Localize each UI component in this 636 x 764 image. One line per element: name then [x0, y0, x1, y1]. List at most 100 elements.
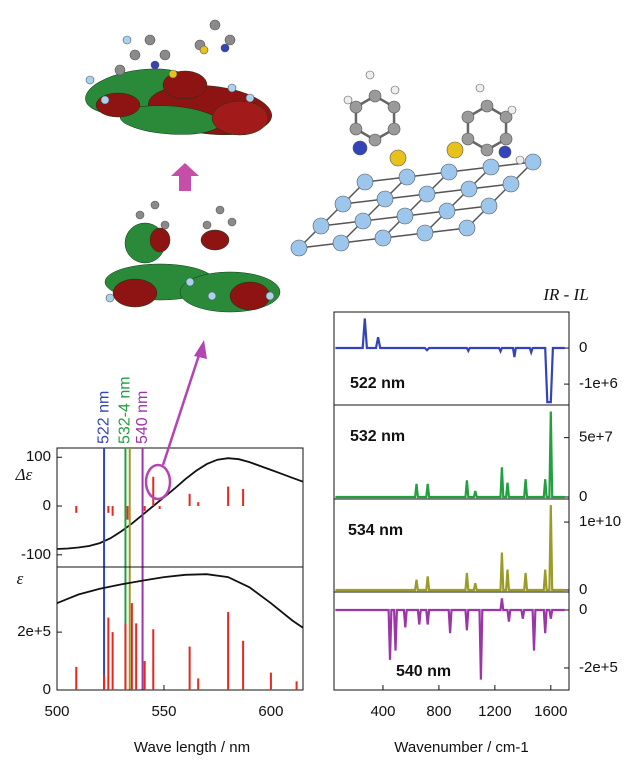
atom: [369, 134, 381, 146]
atom: [151, 201, 159, 209]
x-tick-label: 600: [258, 703, 283, 720]
atom: [481, 198, 497, 214]
atom: [333, 235, 349, 251]
orbital-lobe: [201, 230, 229, 250]
atom: [291, 240, 307, 256]
atom: [462, 133, 474, 145]
y-tick-label: 1e+10: [579, 513, 621, 530]
marker-label: 532-4 nm: [117, 376, 134, 444]
plot-frame: [334, 499, 569, 592]
atom: [313, 218, 329, 234]
ring-bonds: [356, 96, 394, 140]
atom: [130, 50, 140, 60]
x-tick-label: 550: [151, 703, 176, 720]
y-axis-title: ε: [17, 569, 24, 588]
y-tick-label: 0: [43, 681, 51, 698]
atom: [441, 164, 457, 180]
atom: [483, 159, 499, 175]
y-axis-title: IR - IL: [542, 285, 588, 304]
atom: [86, 76, 94, 84]
spectrum-line: [335, 505, 564, 590]
atom: [459, 220, 475, 236]
atom: [357, 174, 373, 190]
atom: [225, 35, 235, 45]
x-tick-label: 500: [44, 703, 69, 720]
atom: [221, 44, 229, 52]
atom: [525, 154, 541, 170]
atom: [123, 36, 131, 44]
atom: [169, 70, 177, 78]
atom: [500, 133, 512, 145]
arrow-shaft: [179, 175, 191, 191]
atom: [439, 203, 455, 219]
atom: [476, 84, 484, 92]
y-tick-label: 0: [43, 497, 51, 514]
atom: [151, 61, 159, 69]
atom: [369, 90, 381, 102]
orbital-lobe: [212, 101, 268, 135]
x-axis-title: Wavenumber / cm-1: [394, 739, 528, 756]
y-tick-label: 5e+7: [579, 429, 613, 446]
atom: [228, 218, 236, 226]
atom: [228, 84, 236, 92]
spectrum-line: [57, 574, 303, 628]
ring-bonds: [468, 106, 506, 150]
atom: [462, 111, 474, 123]
atom: [503, 176, 519, 192]
y-axis-title: Δε: [15, 465, 33, 484]
y-tick-label: 0: [579, 488, 587, 505]
atom: [481, 144, 493, 156]
atom: [388, 101, 400, 113]
x-tick-label: 1600: [534, 703, 567, 720]
y-tick-label: 0: [579, 339, 587, 356]
y-tick-label: 2e+5: [17, 623, 51, 640]
atom: [106, 294, 114, 302]
y-tick-label: 0: [579, 581, 587, 598]
arrow-head: [171, 163, 199, 176]
atom: [200, 46, 208, 54]
marker-label: 540 nm: [134, 391, 151, 444]
atom: [417, 225, 433, 241]
atom: [397, 208, 413, 224]
panel-label: 522 nm: [350, 375, 405, 392]
atom: [350, 123, 362, 135]
y-tick-label: 0: [579, 601, 587, 618]
orbital-lobe: [230, 282, 270, 310]
x-tick-label: 400: [370, 703, 395, 720]
atom: [161, 221, 169, 229]
atom: [208, 292, 216, 300]
panel-label: 534 nm: [348, 522, 403, 539]
atom: [499, 146, 511, 158]
spectrum-line: [335, 412, 564, 498]
pointer-head: [194, 340, 207, 359]
atom: [461, 181, 477, 197]
marker-label: 522 nm: [95, 391, 112, 444]
atom: [101, 96, 109, 104]
y-tick-label: 100: [26, 448, 51, 465]
atom: [391, 86, 399, 94]
atom: [375, 230, 391, 246]
atom: [447, 142, 463, 158]
atom: [399, 169, 415, 185]
atom: [508, 106, 516, 114]
atom: [377, 191, 393, 207]
orbital-lobe: [150, 228, 170, 252]
page: {"chart_data": [ {"type": "line", "ylabe…: [0, 0, 636, 759]
atom: [353, 141, 367, 155]
atom: [335, 196, 351, 212]
orbital-lobe: [113, 279, 157, 307]
atom: [186, 278, 194, 286]
y-tick-label: -100: [21, 546, 51, 563]
atom: [355, 213, 371, 229]
atom: [419, 186, 435, 202]
atom: [210, 20, 220, 30]
y-tick-label: -1e+6: [579, 375, 618, 392]
atom: [136, 211, 144, 219]
plot-frame: [334, 405, 569, 499]
atom: [481, 100, 493, 112]
figure: -100 0 100Δε 522 nm 532-4 nm540 nm 0 2e+5 500 55…: [0, 0, 636, 759]
highlight-ellipse: [146, 465, 170, 499]
atom: [203, 221, 211, 229]
atom: [350, 101, 362, 113]
x-tick-label: 800: [426, 703, 451, 720]
